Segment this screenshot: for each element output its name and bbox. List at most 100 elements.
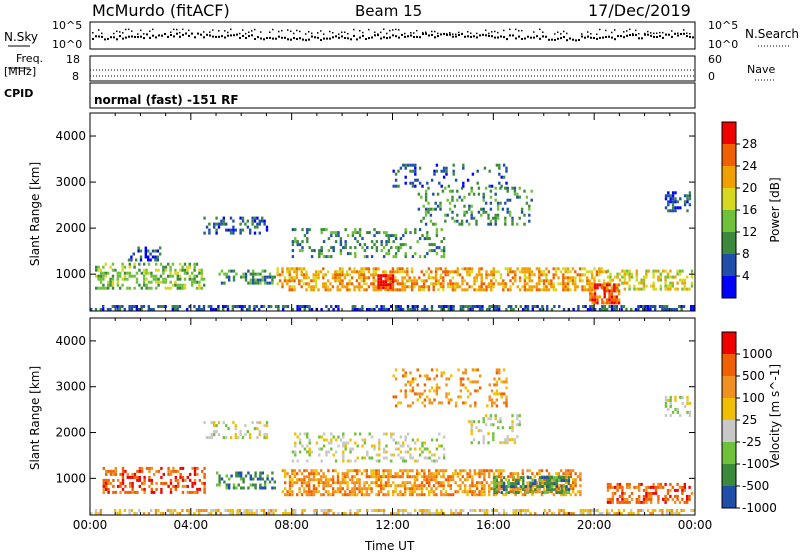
noise-search-point <box>437 32 439 35</box>
echo-cell <box>235 272 238 276</box>
echo-cell <box>514 493 517 497</box>
echo-cell <box>463 267 467 271</box>
echo-cell <box>623 272 626 276</box>
echo-cell <box>208 228 211 232</box>
echo-cell <box>358 484 361 488</box>
echo-cell <box>315 490 318 494</box>
echo-cell <box>362 276 366 280</box>
echo-cell <box>139 255 143 259</box>
echo-cell <box>674 206 677 210</box>
echo-cell <box>613 283 616 287</box>
echo-cell <box>664 197 668 201</box>
echo-cell <box>365 481 368 485</box>
echo-cell <box>268 275 272 279</box>
echo-cell <box>278 273 282 277</box>
echo-cell <box>562 276 565 280</box>
echo-cell <box>293 270 296 274</box>
echo-cell <box>334 490 337 494</box>
echo-cell <box>409 456 412 460</box>
echo-cell <box>490 404 494 408</box>
echo-cell <box>319 270 323 274</box>
echo-cell <box>464 305 467 308</box>
echo-cell <box>259 486 262 490</box>
echo-cell <box>674 500 677 504</box>
echo-cell <box>305 481 308 485</box>
echo-cell <box>538 476 542 480</box>
echo-cell <box>240 474 243 478</box>
echo-cell <box>401 285 404 289</box>
echo-cell <box>487 222 490 226</box>
echo-cell <box>176 283 179 287</box>
echo-cell <box>435 392 439 396</box>
echo-cell <box>237 471 240 475</box>
echo-cell <box>213 222 216 226</box>
echo-cell <box>664 413 668 417</box>
echo-cell <box>531 487 534 491</box>
echo-cell <box>109 280 112 284</box>
noise-search-point <box>152 28 154 31</box>
echo-cell <box>411 469 414 473</box>
echo-cell <box>560 493 563 497</box>
echo-cell <box>193 466 197 470</box>
echo-cell <box>640 500 643 504</box>
echo-cell <box>427 285 431 289</box>
echo-cell <box>487 285 491 289</box>
echo-cell <box>119 484 122 488</box>
echo-cell <box>141 487 144 491</box>
echo-cell <box>341 279 344 283</box>
echo-cell <box>322 432 326 436</box>
noise-sky-point <box>428 34 430 37</box>
echo-cell <box>94 308 98 311</box>
colorbar-tick-label: -500 <box>742 479 769 493</box>
echo-cell <box>205 225 209 229</box>
echo-cell <box>124 469 127 473</box>
echo-cell <box>683 203 687 207</box>
echo-cell <box>356 493 359 497</box>
echo-cell <box>131 490 134 494</box>
echo-cell <box>466 288 469 292</box>
echo-cell <box>330 231 333 235</box>
echo-cell <box>671 200 675 204</box>
echo-cell <box>394 172 398 176</box>
echo-cell <box>516 222 519 226</box>
echo-cell <box>303 490 306 494</box>
echo-cell <box>387 484 390 488</box>
echo-cell <box>406 512 410 515</box>
echo-cell <box>462 377 465 381</box>
echo-cell <box>464 368 467 372</box>
noise-search-point <box>434 30 436 33</box>
echo-cell <box>272 512 275 515</box>
echo-cell <box>558 491 561 495</box>
noise-sky-point <box>272 37 274 40</box>
echo-cell <box>449 279 452 283</box>
echo-cell <box>468 222 471 226</box>
echo-cell <box>367 285 371 289</box>
echo-cell <box>358 487 361 491</box>
echo-cell <box>231 509 234 512</box>
echo-cell <box>358 282 361 286</box>
echo-cell <box>534 488 537 492</box>
echo-cell <box>428 469 431 473</box>
echo-cell <box>593 267 596 271</box>
echo-cell <box>133 274 136 278</box>
echo-cell <box>225 483 228 487</box>
echo-cell <box>518 420 521 424</box>
echo-cell <box>475 426 478 430</box>
echo-cell <box>399 509 402 512</box>
echo-cell <box>336 475 340 479</box>
echo-cell <box>124 484 127 488</box>
echo-cell <box>589 292 592 296</box>
echo-cell <box>502 485 506 489</box>
cpid-panel-frame <box>89 82 696 109</box>
echo-cell <box>354 255 357 259</box>
echo-cell <box>433 398 436 402</box>
echo-cell <box>128 274 131 278</box>
echo-cell <box>498 181 501 185</box>
echo-cell <box>231 305 234 308</box>
echo-cell <box>171 512 174 515</box>
echo-cell <box>435 493 438 497</box>
echo-cell <box>488 475 491 479</box>
echo-cell <box>382 231 386 235</box>
noise-search-point <box>269 31 271 33</box>
echo-cell <box>281 270 284 274</box>
